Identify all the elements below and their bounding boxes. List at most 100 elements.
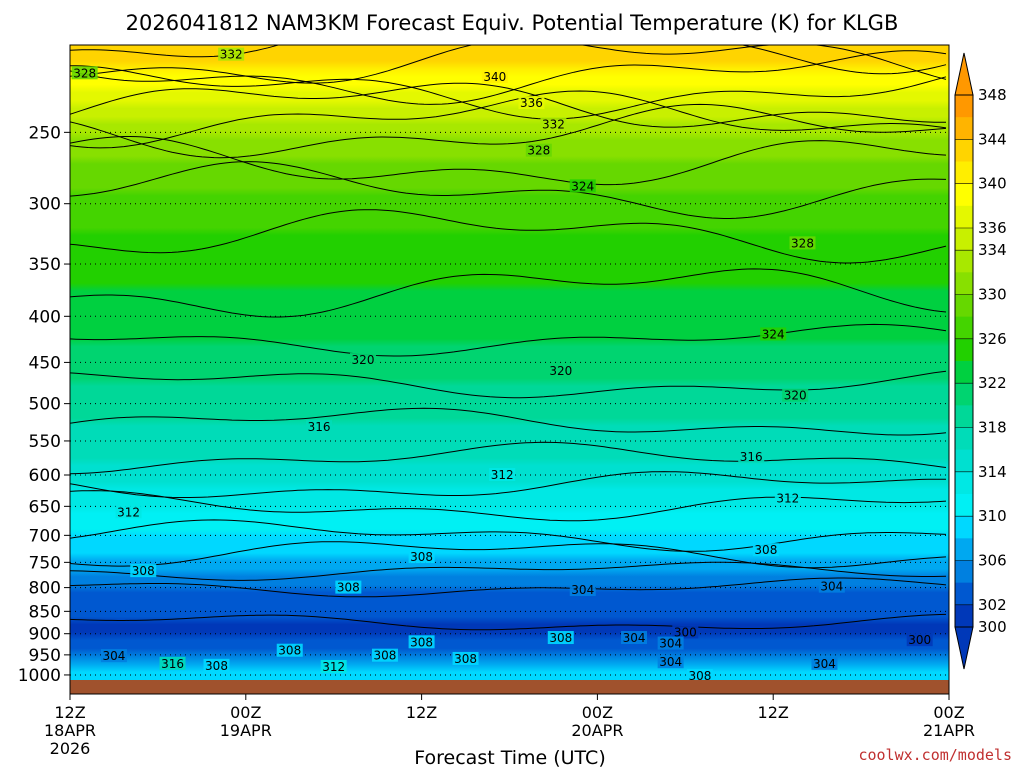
contour-line bbox=[70, 441, 947, 475]
colorbar-swatch bbox=[955, 516, 973, 539]
y-tick-label: 700 bbox=[29, 526, 61, 546]
contour-label-bg bbox=[569, 179, 596, 193]
y-tick-label: 300 bbox=[29, 195, 61, 215]
contour-line bbox=[70, 65, 947, 120]
contour-label-bg bbox=[672, 625, 699, 639]
colorbar-swatch bbox=[955, 183, 973, 207]
contour-label-bg bbox=[547, 631, 574, 645]
contour-label: 332 bbox=[542, 117, 565, 131]
contour-label-bg bbox=[350, 352, 376, 366]
contour-line bbox=[70, 407, 947, 436]
contour-label-bg bbox=[489, 468, 516, 482]
contour-label: 312 bbox=[322, 660, 345, 674]
contour-label-bg bbox=[621, 631, 648, 645]
colorbar-top-arrow bbox=[954, 52, 974, 96]
x-tick-label-year: 2026 bbox=[50, 739, 91, 758]
contour-label: 328 bbox=[73, 66, 96, 80]
contour-label: 320 bbox=[549, 364, 572, 378]
contour-label: 304 bbox=[820, 580, 843, 594]
colorbar-label: 348 bbox=[978, 86, 1007, 104]
contour-label-bg bbox=[789, 236, 816, 250]
contour-label-bg bbox=[906, 633, 933, 647]
contour-line bbox=[70, 45, 947, 75]
contour-label: 308 bbox=[337, 581, 360, 595]
contour-label: 324 bbox=[571, 179, 594, 193]
x-tick-label-time: 12Z bbox=[758, 703, 789, 722]
contour-label: 340 bbox=[483, 70, 506, 84]
contour-label-bg bbox=[203, 658, 230, 672]
contour-label-bg bbox=[657, 655, 684, 669]
colorbar-swatch bbox=[955, 361, 973, 384]
contour-label-bg bbox=[811, 656, 838, 670]
contour-label-bg bbox=[657, 636, 684, 650]
y-tick-label: 250 bbox=[29, 123, 61, 143]
contour-line bbox=[70, 561, 947, 581]
contour-label-bg bbox=[408, 550, 435, 564]
colorbar: 348 344 340 336 334 330 326 322 318 314 310 306 302 3… bbox=[954, 52, 1007, 670]
contour-label-bg bbox=[130, 564, 157, 578]
colorbar-swatch bbox=[955, 338, 973, 362]
contour-line bbox=[70, 471, 947, 498]
contour-label-bg bbox=[320, 660, 347, 674]
y-tick-label: 600 bbox=[29, 466, 61, 486]
x-tick-label-date: 19APR bbox=[220, 721, 272, 740]
contour-label-bg bbox=[335, 580, 362, 594]
y-tick-label: 1000 bbox=[18, 666, 61, 686]
colorbar-swatch bbox=[955, 272, 973, 295]
contour-line bbox=[70, 613, 947, 631]
colorbar-label: 300 bbox=[978, 618, 1007, 636]
contour-label: 308 bbox=[688, 669, 711, 683]
contour-label: 304 bbox=[813, 657, 836, 671]
contour-label: 320 bbox=[352, 353, 375, 367]
contour-label-bg bbox=[159, 656, 186, 670]
contour-label-bg bbox=[481, 69, 508, 83]
contour-lines bbox=[70, 45, 947, 631]
ground-bar bbox=[70, 680, 949, 694]
contour-label: 328 bbox=[527, 144, 550, 158]
contour-line bbox=[70, 268, 947, 318]
x-tick-label-date: 20APR bbox=[571, 721, 623, 740]
colorbar-bottom-arrow bbox=[954, 626, 974, 670]
x-tick-label-time: 00Z bbox=[933, 703, 964, 722]
contour-label-bg bbox=[525, 143, 552, 157]
contour-label-bg bbox=[452, 651, 479, 665]
x-tick-label-time: 12Z bbox=[406, 703, 437, 722]
contour-line bbox=[70, 103, 947, 159]
colorbar-label: 306 bbox=[978, 552, 1007, 570]
contour-label: 308 bbox=[549, 631, 572, 645]
contour-label-bg bbox=[276, 643, 303, 657]
colorbar-swatch bbox=[955, 604, 973, 628]
contour-label: 304 bbox=[571, 583, 594, 597]
colorbar-swatch bbox=[955, 538, 973, 561]
contour-label: 304 bbox=[102, 649, 125, 663]
plot-frame bbox=[69, 44, 950, 695]
y-tick-label: 400 bbox=[29, 307, 61, 327]
colorbar-label: 310 bbox=[978, 507, 1007, 525]
colorbar-label: 314 bbox=[978, 463, 1007, 481]
contour-label-bg bbox=[371, 648, 398, 662]
colorbar-swatch bbox=[955, 117, 973, 140]
contour-label: 316 bbox=[161, 657, 184, 671]
contour-label: 316 bbox=[308, 420, 331, 434]
contour-line bbox=[70, 82, 946, 128]
contour-label: 308 bbox=[205, 659, 228, 673]
contour-label: 316 bbox=[740, 450, 763, 464]
colorbar-swatch bbox=[955, 205, 973, 229]
x-tick-label-time: 00Z bbox=[230, 703, 261, 722]
contour-label: 312 bbox=[491, 468, 514, 482]
contour-label-bg bbox=[540, 117, 567, 131]
contour-labels: 328 332 340 336 332 328 324 328 324 320 320 320 316 3… bbox=[71, 47, 933, 683]
contour-label-bg bbox=[408, 635, 435, 649]
colorbar-swatch bbox=[955, 139, 973, 162]
contour-label: 308 bbox=[754, 543, 777, 557]
colorbar-swatch bbox=[955, 228, 973, 251]
contour-label: 324 bbox=[762, 327, 785, 341]
contour-label-bg bbox=[782, 388, 809, 402]
contour-label: 320 bbox=[784, 389, 807, 403]
x-tick-label-date: 18APR bbox=[44, 721, 96, 740]
colorbar-swatch bbox=[955, 250, 973, 273]
y-tick-label: 900 bbox=[29, 625, 61, 645]
contour-label: 336 bbox=[520, 96, 543, 110]
credit-text: coolwx.com/models bbox=[858, 746, 1012, 764]
